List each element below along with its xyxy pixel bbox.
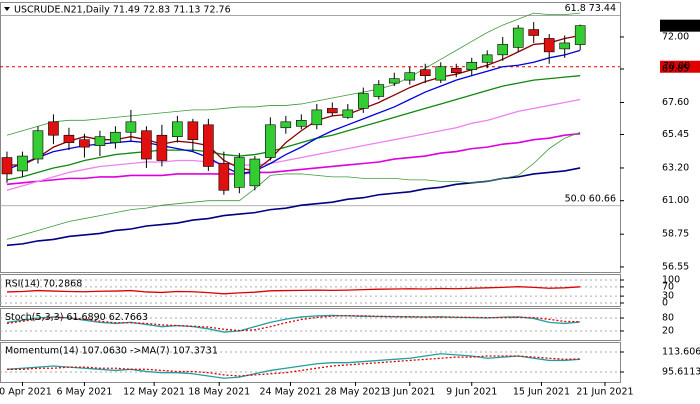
indicator-line [6,355,581,377]
candle-body [203,124,214,167]
x-tick-label: 30 Apr 2021 [0,387,52,398]
candle-body [48,121,59,136]
momentum-panel [0,342,621,383]
candle-body [559,42,570,50]
candle-body [435,66,447,81]
fib-label: 61.8 73.44 [565,3,616,14]
menu-arrow [4,7,10,11]
candle-body [234,157,245,188]
level-box [660,60,700,73]
overlay-line [6,49,581,175]
candle-body [218,163,230,191]
indicator-line [6,286,581,295]
candle-body [373,84,385,97]
overlay-line [6,98,581,191]
x-tick-label: 15 Jun 2021 [513,387,570,398]
rsi-panel [0,274,621,307]
y-tick-label: 113.6063 [662,346,700,357]
candle-body [466,61,478,71]
candle-body [528,29,540,36]
candle-body [79,139,90,148]
y-tick-label: 80 [662,313,674,324]
y-tick-label: 0 [662,298,668,309]
panel-title: RSI(14) 70.2868 [5,279,82,290]
candle-body [265,124,276,158]
x-tick-label: 21 Jun 2021 [576,387,633,398]
y-tick-label: 63.20 [662,162,689,173]
candle-body [172,121,183,138]
overlay-line [6,131,581,240]
x-tick-label: 18 May 2021 [188,387,250,398]
candle-body [1,157,13,175]
fib-label: 50.0 60.66 [565,193,616,204]
panel-title: Stoch(5,3,3) 61.6890 62.7663 [5,312,148,323]
x-tick-label: 9 Jun 2021 [446,387,497,398]
y-tick-label: 95.6113 [662,366,700,377]
y-tick-label: 70 [662,281,674,292]
candle-body [280,121,292,129]
level-label: 70.00 [663,61,690,72]
indicator-line [6,353,581,379]
candle-body [296,120,307,127]
stoch-panel [0,308,621,341]
overlay-line [6,167,581,247]
candle-body [249,158,261,187]
candle-body [94,136,106,146]
candle-body [497,44,509,56]
overlay-line [6,12,581,136]
y-tick-label: 30 [662,291,674,302]
candle-body [32,130,44,160]
x-tick-label: 6 May 2021 [56,387,112,398]
candle-body [110,131,121,143]
panel-title: USCRUDE.N21,Daily 71.49 72.83 71.13 72.7… [14,5,231,16]
x-tick-label: 24 May 2021 [260,387,322,398]
candle-body [17,155,28,172]
candle-body [481,54,493,63]
candle-body [543,38,555,53]
y-tick-label: 67.60 [662,97,689,108]
candle-body [450,67,462,74]
x-tick-label: 3 Jun 2021 [384,387,435,398]
candle-body [156,134,168,161]
candle-body [141,130,152,160]
candle-body [419,69,431,76]
candle-body [512,27,524,48]
y-tick-label: 100 [662,275,680,286]
main-panel [0,2,621,273]
y-tick-label: 65.45 [662,129,689,140]
candle-body [63,134,75,143]
candle-body [125,121,137,133]
y-tick-label: 20 [662,325,674,336]
panel-title: Momentum(14) 107.0630 ->MA(7) 107.3731 [5,346,218,357]
candle-body [388,78,400,84]
candle-body [327,108,338,114]
candle-body [574,25,586,45]
overlay-line [6,132,581,186]
candle-body [311,109,323,126]
x-tick-label: 12 May 2021 [123,387,185,398]
x-tick-label: 28 May 2021 [325,387,387,398]
indicator-line [6,314,581,332]
y-tick-label: 58.75 [662,229,689,240]
last-price-box [660,19,700,32]
y-tick-label: 72.00 [662,31,689,42]
y-tick-label: 56.55 [662,261,689,272]
candle-body [342,109,354,118]
y-tick-label: 61.00 [662,195,689,206]
candle-body [357,93,369,109]
candle-body [404,72,416,81]
candle-body [187,121,199,140]
overlay-line [6,75,581,181]
y-tick-label: 69.85 [662,63,689,74]
last-price-label: 72.76 [663,20,690,31]
